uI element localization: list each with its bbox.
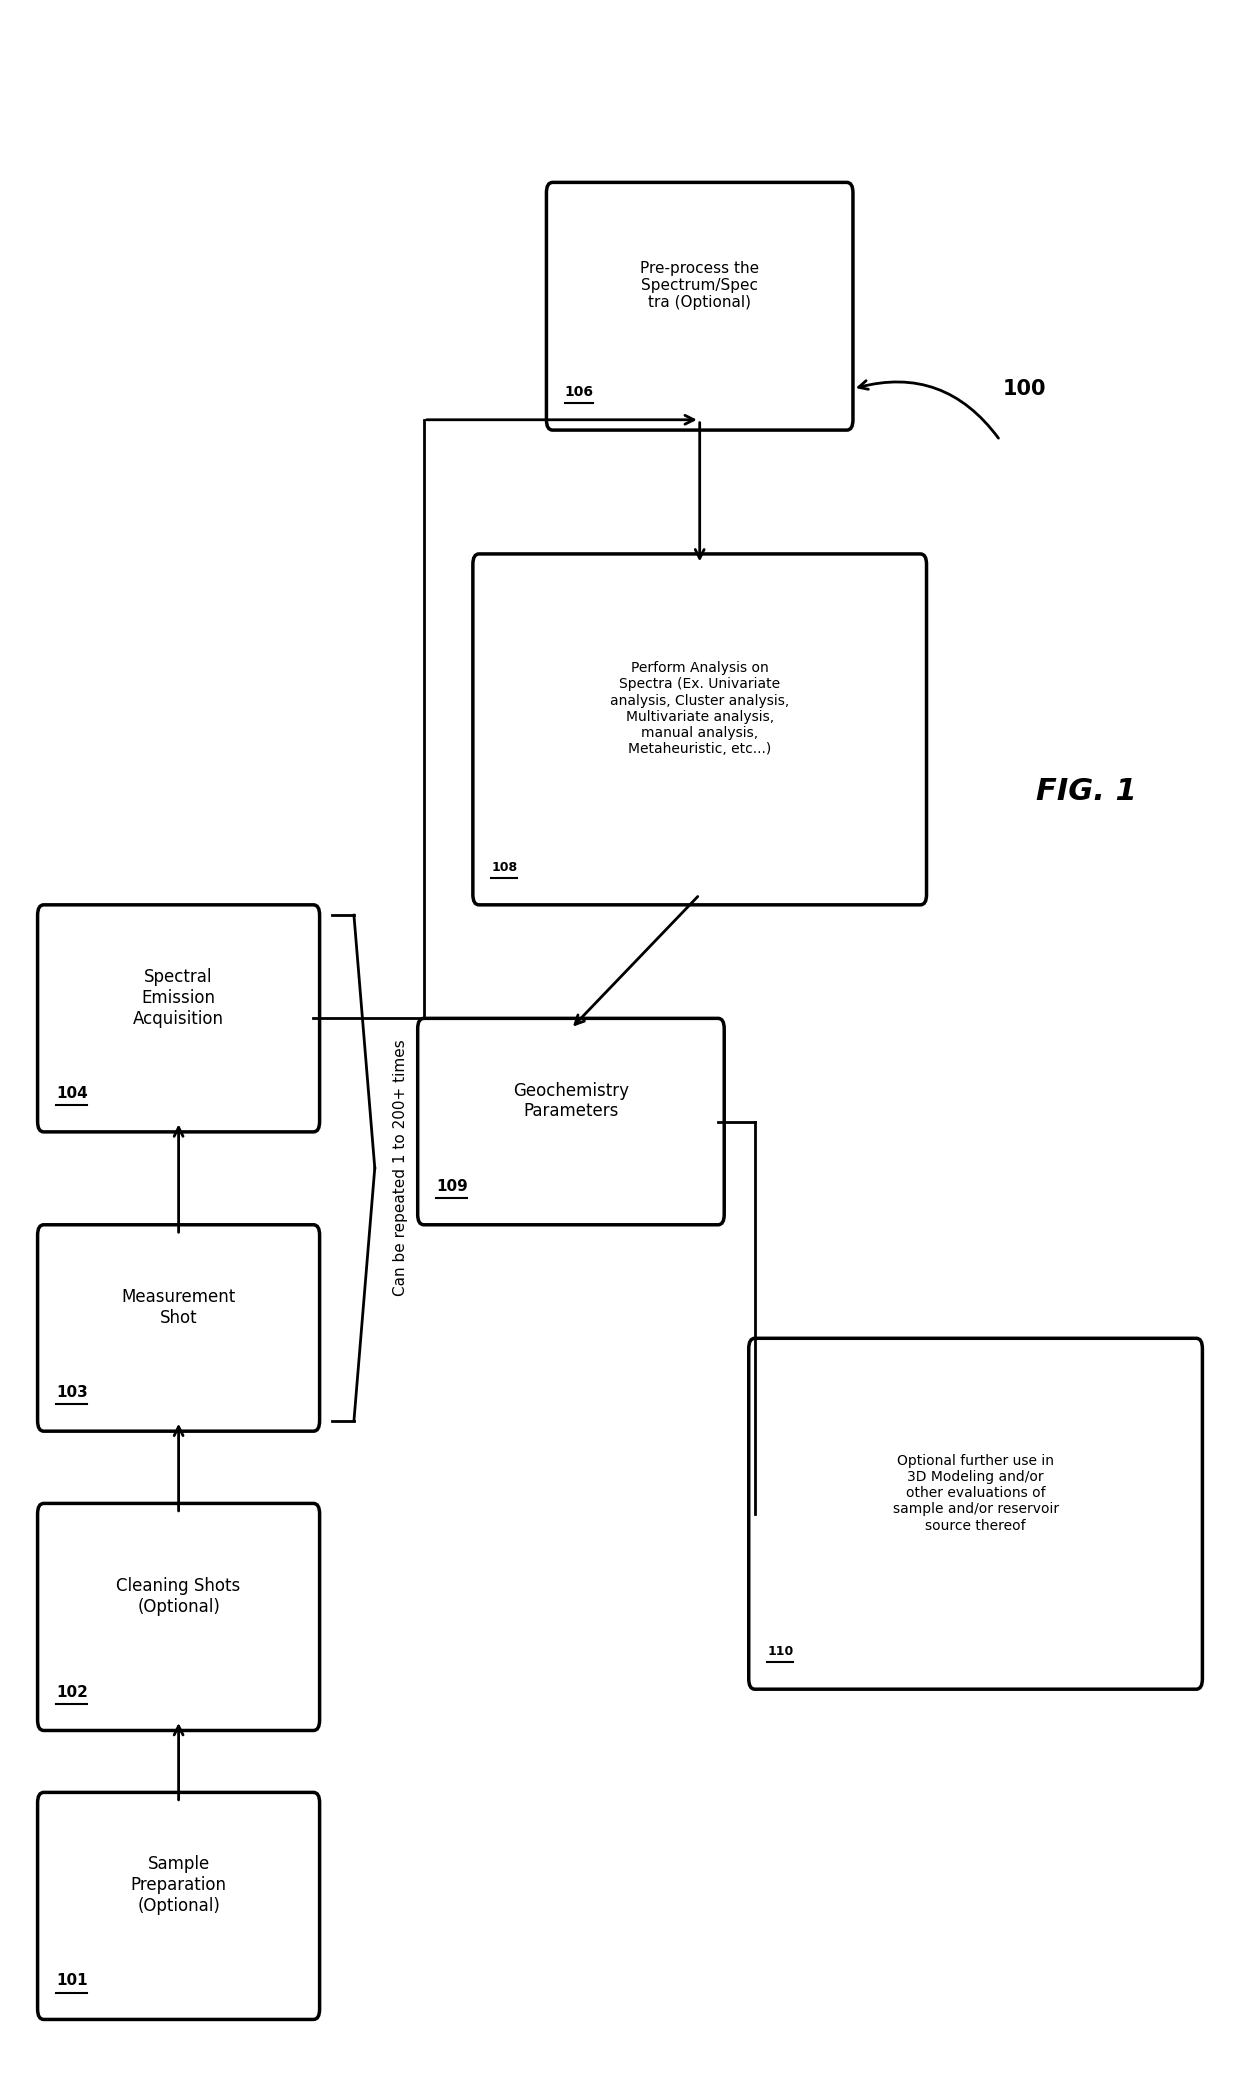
FancyBboxPatch shape bbox=[37, 904, 320, 1133]
Text: 104: 104 bbox=[56, 1087, 88, 1101]
FancyBboxPatch shape bbox=[37, 1502, 320, 1731]
Text: 109: 109 bbox=[436, 1178, 467, 1193]
Text: 102: 102 bbox=[56, 1685, 88, 1700]
Text: Geochemistry
Parameters: Geochemistry Parameters bbox=[513, 1081, 629, 1120]
Text: 106: 106 bbox=[565, 384, 594, 399]
Text: Cleaning Shots
(Optional): Cleaning Shots (Optional) bbox=[117, 1577, 241, 1617]
FancyBboxPatch shape bbox=[472, 555, 926, 904]
Text: Measurement
Shot: Measurement Shot bbox=[122, 1288, 236, 1326]
Text: 101: 101 bbox=[56, 1974, 88, 1989]
FancyArrowPatch shape bbox=[858, 380, 998, 438]
Text: Can be repeated 1 to 200+ times: Can be repeated 1 to 200+ times bbox=[393, 1039, 408, 1297]
FancyBboxPatch shape bbox=[547, 183, 853, 430]
FancyBboxPatch shape bbox=[37, 1793, 320, 2020]
FancyBboxPatch shape bbox=[418, 1018, 724, 1224]
Text: 108: 108 bbox=[491, 860, 517, 875]
Text: 100: 100 bbox=[1003, 378, 1047, 399]
Text: Spectral
Emission
Acquisition: Spectral Emission Acquisition bbox=[133, 968, 224, 1027]
Text: Perform Analysis on
Spectra (Ex. Univariate
analysis, Cluster analysis,
Multivar: Perform Analysis on Spectra (Ex. Univari… bbox=[610, 661, 790, 756]
Text: 103: 103 bbox=[56, 1386, 88, 1401]
FancyBboxPatch shape bbox=[37, 1224, 320, 1432]
FancyBboxPatch shape bbox=[749, 1338, 1203, 1689]
Text: Optional further use in
3D Modeling and/or
other evaluations of
sample and/or re: Optional further use in 3D Modeling and/… bbox=[893, 1455, 1059, 1531]
Text: Sample
Preparation
(Optional): Sample Preparation (Optional) bbox=[130, 1856, 227, 1916]
Text: FIG. 1: FIG. 1 bbox=[1035, 777, 1136, 806]
Text: 110: 110 bbox=[768, 1646, 794, 1658]
Text: Pre-process the
Spectrum/Spec
tra (Optional): Pre-process the Spectrum/Spec tra (Optio… bbox=[640, 260, 759, 310]
